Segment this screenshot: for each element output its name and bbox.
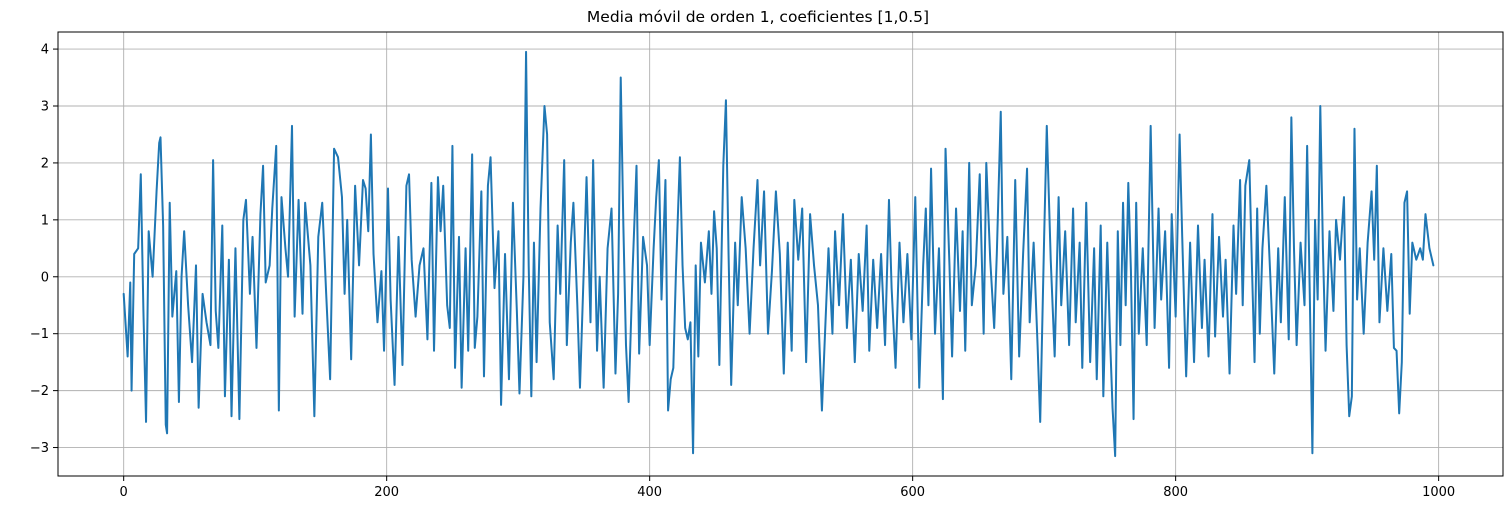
series-layer bbox=[122, 50, 1435, 458]
x-tick-label: 1000 bbox=[1422, 485, 1455, 500]
y-tick-label: −3 bbox=[30, 441, 49, 456]
x-tick-label: 800 bbox=[1163, 485, 1188, 500]
y-tick-label: 3 bbox=[41, 100, 49, 115]
x-tick-label: 600 bbox=[900, 485, 925, 500]
y-tick-label: −1 bbox=[30, 327, 49, 342]
x-tick-label: 200 bbox=[374, 485, 399, 500]
chart-title: Media móvil de orden 1, coeficientes [1,… bbox=[587, 8, 929, 26]
y-tick-label: −2 bbox=[30, 384, 49, 399]
y-tick-label: 4 bbox=[41, 43, 49, 58]
y-tick-label: 0 bbox=[41, 270, 49, 285]
x-tick-label: 0 bbox=[120, 485, 128, 500]
y-tick-label: 2 bbox=[41, 156, 49, 171]
y-tick-label: 1 bbox=[41, 213, 49, 228]
axes-frame bbox=[57, 31, 1504, 477]
series-line bbox=[122, 50, 1435, 458]
tick-layer: 0 200 400 600 800 1000 −3 −2 −1 0 1 2 3 4 bbox=[30, 43, 1455, 500]
x-tick-label: 400 bbox=[637, 485, 662, 500]
